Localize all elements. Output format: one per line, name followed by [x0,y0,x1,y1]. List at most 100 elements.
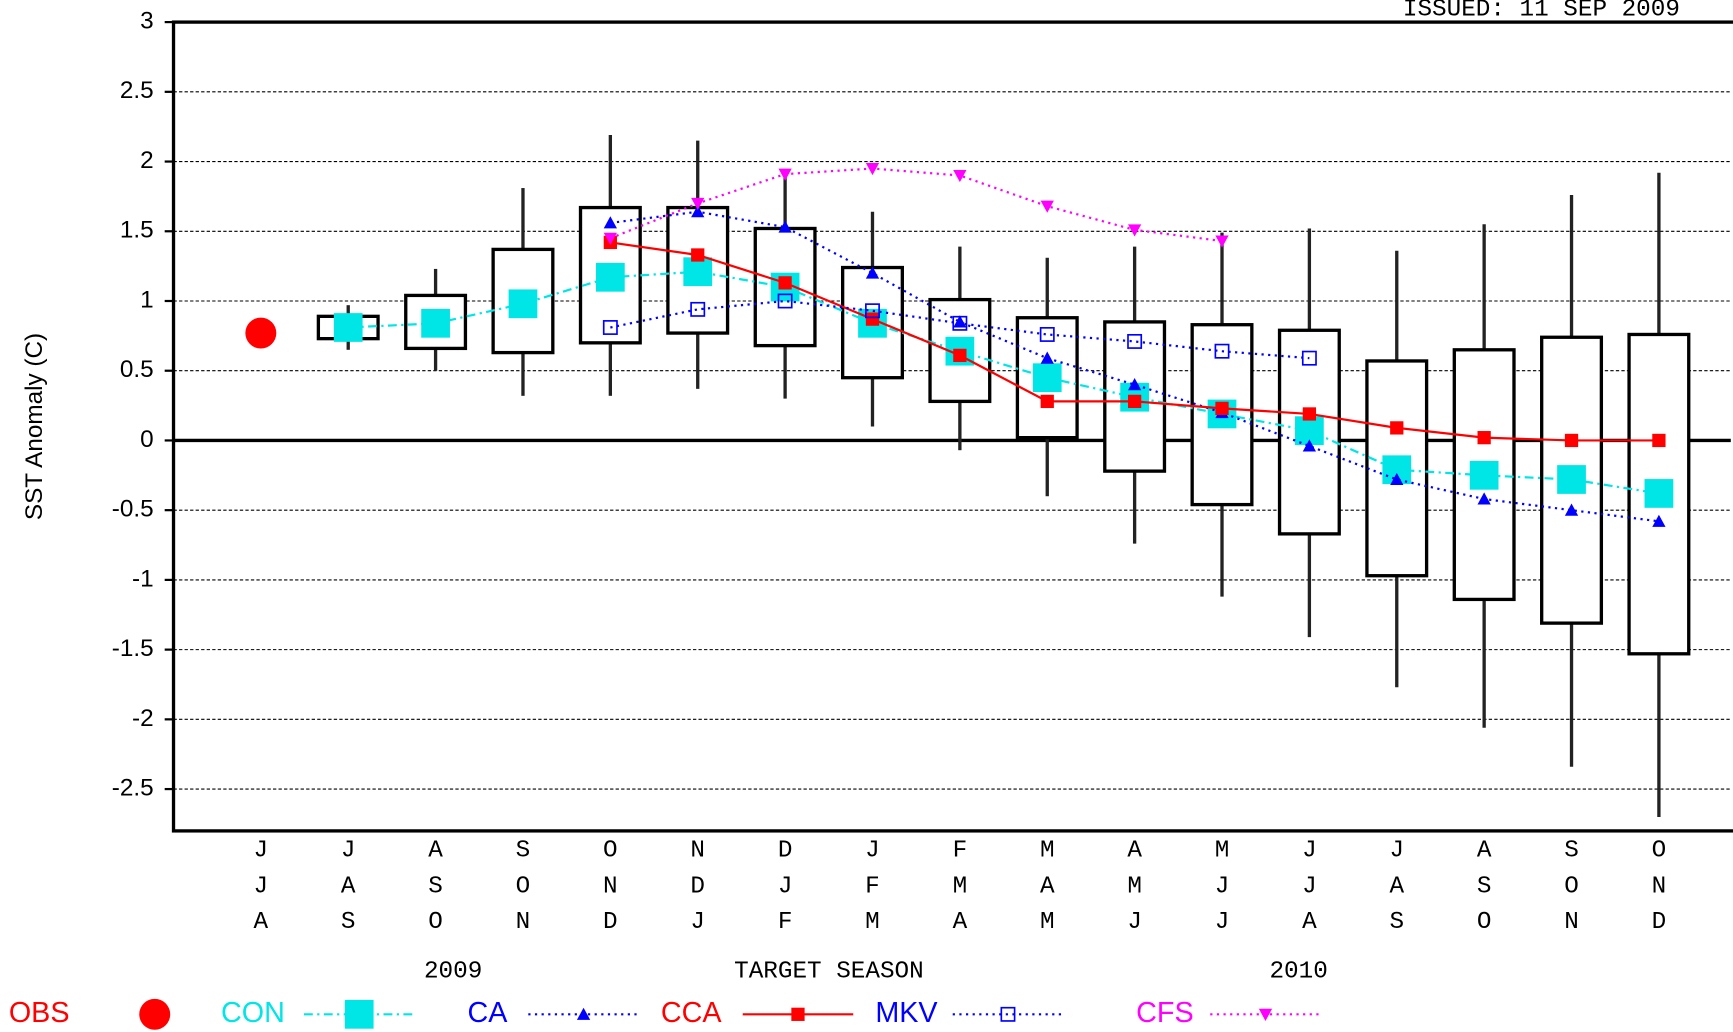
y-tick-label: -0.5 [112,496,154,523]
marker [421,308,450,338]
series-line [348,270,1660,495]
year-label: 2009 [424,959,482,986]
y-axis-title: SST Anomaly (C) [21,333,48,520]
x-tick-label: ASO [422,838,449,946]
marker [1557,465,1586,494]
marker [1390,472,1404,486]
box [1627,332,1691,656]
x-tick-label: OND [597,838,624,946]
legend-label: CCA [661,997,722,1029]
x-tick-label: SON [509,838,536,946]
marker [595,262,625,292]
legend-label: CFS [1136,997,1193,1029]
y-tick-label: 2 [140,147,154,174]
y-tick-label: -2.5 [112,774,154,801]
marker [1301,350,1317,366]
x-tick-label: JAS [335,838,362,946]
x-tick-label: JJA [1296,838,1323,946]
marker [691,248,705,262]
marker [603,216,617,229]
marker [683,257,713,287]
marker [1215,235,1229,248]
y-tick-label: 2.5 [120,77,154,104]
marker [1564,433,1579,448]
marker [865,303,880,319]
legend-marker [344,999,374,1029]
marker [603,232,617,245]
x-tick-label: JFM [859,838,886,946]
marker [777,293,793,309]
marker [1040,394,1054,409]
marker [1039,327,1055,342]
plot-frame [171,20,1733,833]
y-tick-label: 1 [140,286,154,313]
marker [1040,200,1054,213]
marker [1040,351,1054,364]
marker [778,220,792,233]
year-label: 2010 [1269,959,1327,986]
obs-marker [245,317,277,349]
marker [1127,333,1143,349]
marker [1469,460,1499,490]
marker [691,205,705,218]
marker [778,276,792,290]
y-tick-label: 0 [140,426,154,453]
y-tick-label: -2 [132,705,154,732]
marker [1032,363,1062,393]
marker [333,313,363,342]
y-tick-label: 3 [140,8,154,35]
marker [953,348,967,363]
marker [1564,503,1579,516]
x-tick-label: JAS [1383,838,1410,946]
x-tick-label: FMA [946,838,973,946]
x-tick-label: DJF [772,838,799,946]
x-tick-label: ASO [1471,838,1498,946]
series-line [610,299,1310,360]
marker [690,301,706,317]
issued-label: ISSUED: 11 SEP 2009 [1403,0,1680,23]
marker [1477,492,1491,505]
legend-label: MKV [875,997,938,1029]
x-tick-label: MJJ [1209,838,1236,946]
x-tick-label: JJA [247,838,274,946]
marker [952,315,968,331]
marker [1127,224,1142,237]
legend-label: CA [468,997,509,1029]
legend-marker [1258,1008,1273,1021]
box [666,205,730,335]
marker [1302,439,1317,452]
marker [1214,343,1230,359]
marker [1477,431,1491,445]
legend-marker [1000,1006,1016,1022]
y-tick-label: 0.5 [120,356,154,383]
marker [953,169,967,183]
marker [865,266,880,279]
marker [953,315,967,328]
legend-marker [139,998,171,1030]
marker [1215,401,1229,416]
y-tick-label: 1.5 [120,217,154,244]
marker [1644,479,1674,508]
y-tick-label: -1.5 [112,635,154,662]
marker [865,162,880,176]
marker [1127,394,1142,409]
legend-marker [791,1007,805,1021]
marker [508,289,538,319]
legend-label: OBS [9,997,70,1029]
marker [1127,378,1142,391]
x-tick-label: OND [1645,838,1672,946]
x-tick-label: MAM [1034,838,1061,946]
marker [1652,433,1666,448]
marker [778,168,792,181]
legend-marker [576,1007,591,1020]
x-tick-label: SON [1558,838,1585,946]
marker [1652,514,1666,527]
box [404,293,468,351]
marker [691,197,705,211]
y-tick-label: -1 [132,565,154,592]
marker [602,320,618,335]
legend-label: CON [221,997,285,1029]
marker [1302,407,1317,421]
marker [1390,421,1404,435]
